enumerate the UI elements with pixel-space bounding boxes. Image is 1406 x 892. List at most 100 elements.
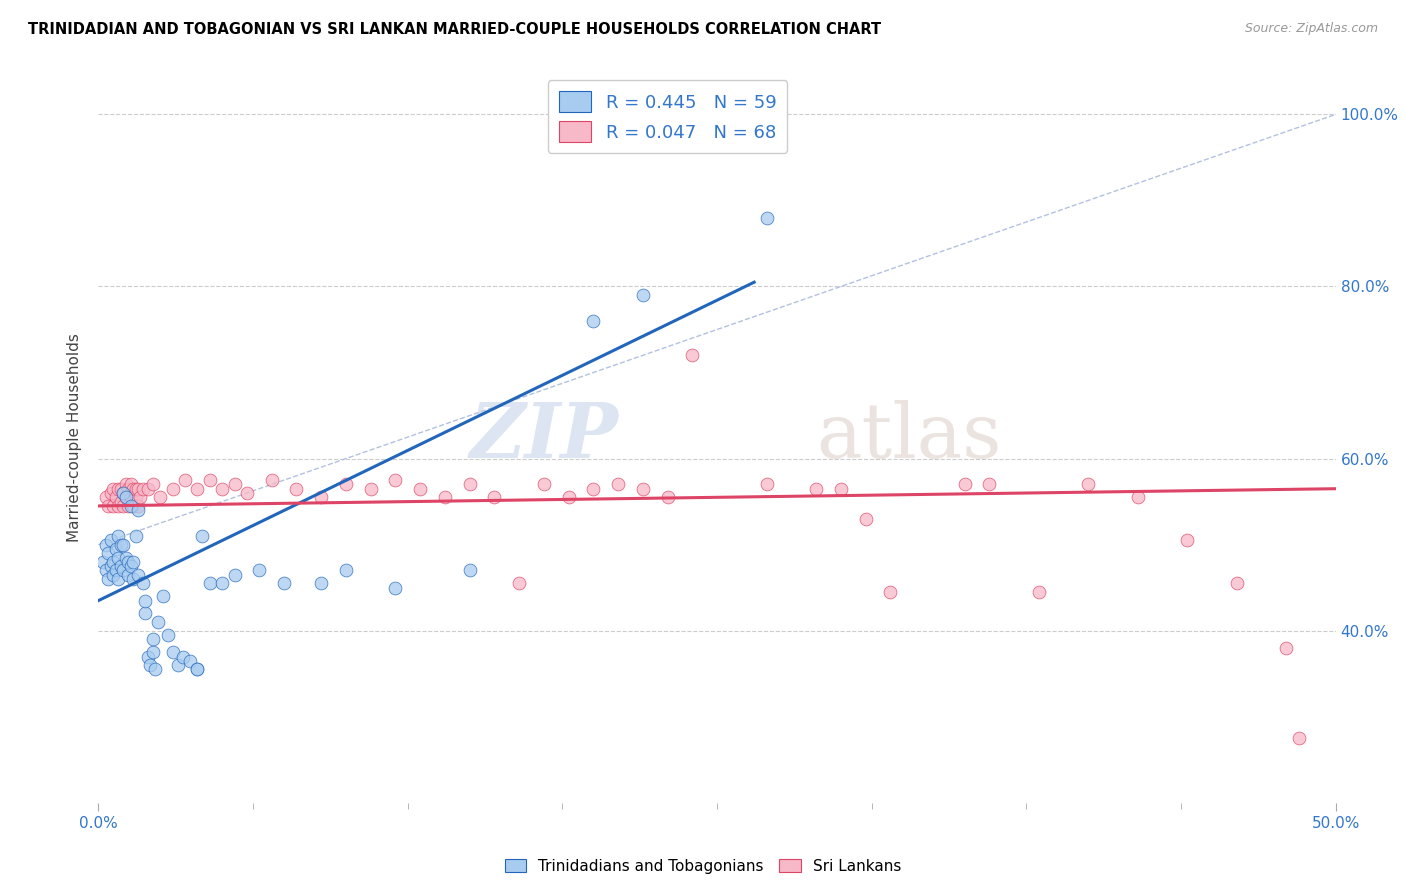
Point	[533, 477, 555, 491]
Point	[110, 559, 132, 574]
Point	[186, 662, 208, 676]
Point	[107, 482, 129, 496]
Point	[107, 499, 129, 513]
Point	[174, 473, 197, 487]
Point	[198, 576, 221, 591]
Point	[285, 482, 308, 496]
Point	[117, 499, 139, 513]
Point	[260, 473, 283, 487]
Text: ZIP: ZIP	[470, 401, 619, 474]
Point	[1275, 640, 1298, 655]
Point	[107, 572, 129, 586]
Point	[409, 482, 432, 496]
Point	[224, 477, 246, 491]
Point	[953, 477, 976, 491]
Point	[110, 482, 132, 496]
Point	[186, 662, 208, 676]
Point	[114, 550, 136, 565]
Point	[134, 607, 156, 621]
Point	[110, 538, 132, 552]
Point	[122, 555, 145, 569]
Point	[103, 567, 125, 582]
Point	[1226, 576, 1249, 591]
Point	[104, 491, 127, 505]
Point	[607, 477, 630, 491]
Legend: R = 0.445   N = 59, R = 0.047   N = 68: R = 0.445 N = 59, R = 0.047 N = 68	[548, 80, 787, 153]
Point	[335, 477, 357, 491]
Point	[508, 576, 530, 591]
Point	[107, 529, 129, 543]
Point	[1175, 533, 1198, 548]
Point	[117, 567, 139, 582]
Point	[179, 654, 201, 668]
Point	[112, 486, 135, 500]
Point	[107, 550, 129, 565]
Point	[804, 482, 827, 496]
Point	[1288, 731, 1310, 746]
Point	[146, 615, 169, 629]
Point	[162, 645, 184, 659]
Point	[309, 491, 332, 505]
Point	[120, 559, 142, 574]
Point	[120, 499, 142, 513]
Point	[104, 541, 127, 556]
Point	[142, 645, 165, 659]
Point	[273, 576, 295, 591]
Point	[114, 477, 136, 491]
Point	[309, 576, 332, 591]
Point	[152, 589, 174, 603]
Point	[112, 486, 135, 500]
Point	[143, 662, 166, 676]
Point	[127, 499, 149, 513]
Point	[120, 491, 142, 505]
Point	[142, 477, 165, 491]
Point	[191, 529, 214, 543]
Point	[94, 538, 117, 552]
Point	[1077, 477, 1099, 491]
Point	[114, 491, 136, 505]
Point	[94, 564, 117, 578]
Point	[122, 482, 145, 496]
Point	[335, 564, 357, 578]
Point	[484, 491, 506, 505]
Point	[755, 211, 778, 225]
Point	[458, 564, 481, 578]
Point	[855, 512, 877, 526]
Point	[360, 482, 382, 496]
Point	[156, 628, 179, 642]
Point	[1028, 585, 1050, 599]
Point	[134, 593, 156, 607]
Point	[97, 572, 120, 586]
Point	[149, 491, 172, 505]
Point	[100, 486, 122, 500]
Point	[129, 491, 152, 505]
Point	[127, 503, 149, 517]
Point	[124, 482, 146, 496]
Point	[110, 494, 132, 508]
Text: Source: ZipAtlas.com: Source: ZipAtlas.com	[1244, 22, 1378, 36]
Point	[122, 572, 145, 586]
Point	[103, 499, 125, 513]
Point	[114, 491, 136, 505]
Point	[93, 555, 115, 569]
Text: atlas: atlas	[815, 401, 1001, 474]
Point	[198, 473, 221, 487]
Point	[97, 499, 120, 513]
Point	[117, 555, 139, 569]
Point	[162, 482, 184, 496]
Point	[582, 314, 605, 328]
Point	[112, 499, 135, 513]
Point	[186, 482, 208, 496]
Point	[879, 585, 901, 599]
Point	[433, 491, 456, 505]
Point	[103, 482, 125, 496]
Point	[631, 482, 654, 496]
Point	[830, 482, 852, 496]
Point	[224, 567, 246, 582]
Legend: Trinidadians and Tobagonians, Sri Lankans: Trinidadians and Tobagonians, Sri Lankan…	[499, 853, 907, 880]
Point	[132, 576, 155, 591]
Point	[458, 477, 481, 491]
Point	[384, 473, 406, 487]
Point	[979, 477, 1001, 491]
Point	[127, 567, 149, 582]
